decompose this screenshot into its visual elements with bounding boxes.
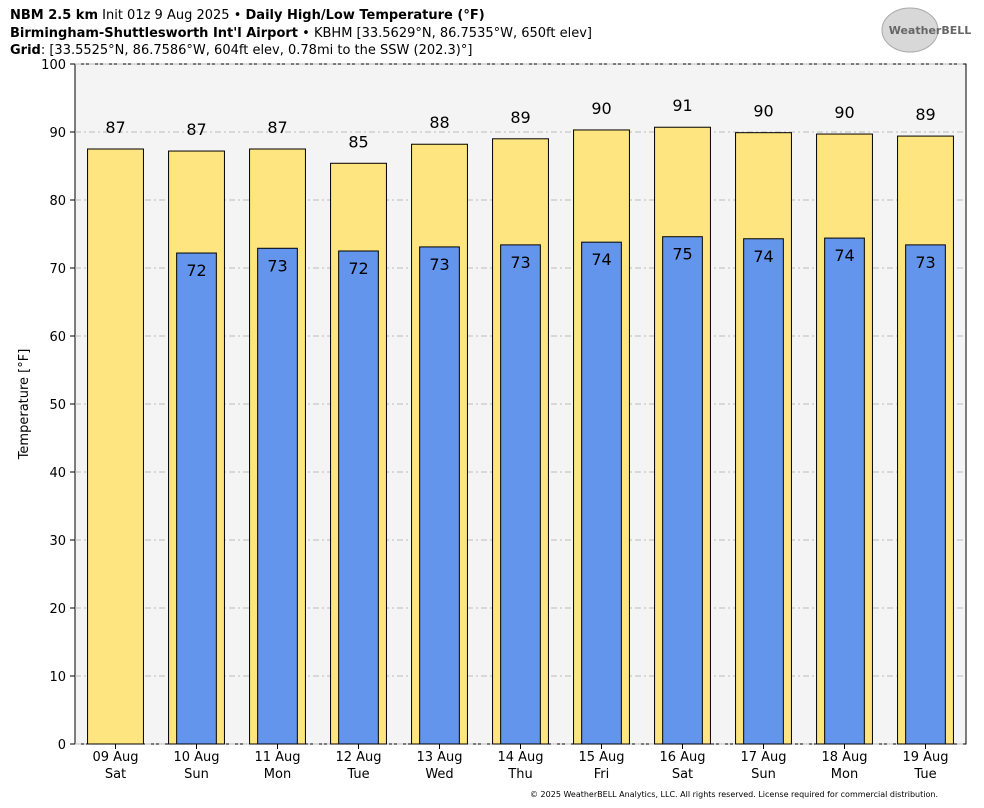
x-tick-label: 19 Aug — [902, 750, 948, 765]
y-tick-label: 30 — [49, 534, 66, 549]
y-tick-label: 60 — [49, 330, 66, 345]
x-tick-sublabel: Tue — [346, 767, 369, 782]
value-label: 74 — [834, 246, 854, 265]
copyright: © 2025 WeatherBELL Analytics, LLC. All r… — [530, 790, 938, 799]
x-tick-sublabel: Fri — [594, 767, 610, 782]
value-label: 87 — [267, 118, 287, 137]
bar — [257, 247, 298, 745]
bar — [905, 244, 946, 745]
bar — [338, 250, 379, 745]
x-tick-label: 17 Aug — [740, 750, 786, 765]
value-label: 73 — [915, 253, 935, 272]
chart-title: Daily High/Low Temperature (°F) — [246, 8, 485, 23]
station-line: Birmingham-Shuttlesworth Int'l Airport •… — [10, 26, 592, 41]
value-label: 91 — [672, 96, 692, 115]
value-label: 87 — [186, 120, 206, 139]
x-tick-label: 12 Aug — [335, 750, 381, 765]
bar — [419, 246, 460, 745]
y-tick-label: 70 — [49, 262, 66, 277]
bar — [824, 237, 865, 745]
x-tick-sublabel: Sat — [105, 767, 126, 782]
value-label: 87 — [105, 118, 125, 137]
x-tick-label: 15 Aug — [578, 750, 624, 765]
title-init: Init 01z 9 Aug 2025 • — [102, 8, 241, 23]
value-label: 72 — [348, 259, 368, 278]
value-label: 88 — [429, 113, 449, 132]
x-tick-sublabel: Mon — [831, 767, 858, 782]
x-tick-label: 13 Aug — [416, 750, 462, 765]
bar — [176, 252, 217, 745]
x-tick-label: 11 Aug — [254, 750, 300, 765]
x-tick-sublabel: Tue — [913, 767, 936, 782]
value-label: 73 — [429, 255, 449, 274]
x-tick-sublabel: Thu — [507, 767, 532, 782]
bar — [500, 244, 541, 745]
value-label: 89 — [915, 105, 935, 124]
x-tick-sublabel: Sun — [184, 767, 209, 782]
x-tick-sublabel: Mon — [264, 767, 291, 782]
y-tick-label: 100 — [41, 58, 66, 73]
bar — [581, 241, 622, 745]
y-tick-label: 10 — [49, 670, 66, 685]
value-label: 90 — [591, 99, 611, 118]
y-tick-label: 0 — [58, 738, 66, 753]
grid-label: Grid — [10, 43, 41, 58]
logo-text: WeatherBELL — [889, 24, 972, 37]
x-tick-sublabel: Sun — [751, 767, 776, 782]
y-tick-label: 20 — [49, 602, 66, 617]
value-label: 75 — [672, 245, 692, 264]
title-line: NBM 2.5 km Init 01z 9 Aug 2025 • Daily H… — [10, 8, 485, 23]
value-label: 90 — [834, 103, 854, 122]
x-tick-sublabel: Wed — [425, 767, 453, 782]
x-tick-sublabel: Sat — [672, 767, 693, 782]
grid-line-info: Grid: [33.5525°N, 86.7586°W, 604ft elev,… — [10, 43, 472, 58]
y-tick-label: 50 — [49, 398, 66, 413]
station-info: • KBHM [33.5629°N, 86.7535°W, 650ft elev… — [302, 26, 592, 41]
value-label: 90 — [753, 102, 773, 121]
bar — [743, 238, 784, 745]
logo: WeatherBELL — [881, 7, 972, 53]
y-axis-label: Temperature [°F] — [17, 349, 32, 461]
value-label: 72 — [186, 261, 206, 280]
value-label: 89 — [510, 108, 530, 127]
value-label: 74 — [591, 250, 611, 269]
y-tick-label: 80 — [49, 194, 66, 209]
x-tick-label: 10 Aug — [173, 750, 219, 765]
x-tick-label: 14 Aug — [497, 750, 543, 765]
value-label: 73 — [267, 256, 287, 275]
grid-info: : [33.5525°N, 86.7586°W, 604ft elev, 0.7… — [41, 43, 473, 58]
y-tick-label: 40 — [49, 466, 66, 481]
station-name: Birmingham-Shuttlesworth Int'l Airport — [10, 26, 298, 41]
value-label: 74 — [753, 247, 773, 266]
y-tick-label: 90 — [49, 126, 66, 141]
bar — [87, 148, 144, 745]
x-tick-label: 09 Aug — [92, 750, 138, 765]
value-label: 85 — [348, 132, 368, 151]
x-tick-label: 18 Aug — [821, 750, 867, 765]
value-label: 73 — [510, 253, 530, 272]
x-tick-label: 16 Aug — [659, 750, 705, 765]
title-model: NBM 2.5 km — [10, 8, 98, 23]
bar — [662, 236, 703, 745]
